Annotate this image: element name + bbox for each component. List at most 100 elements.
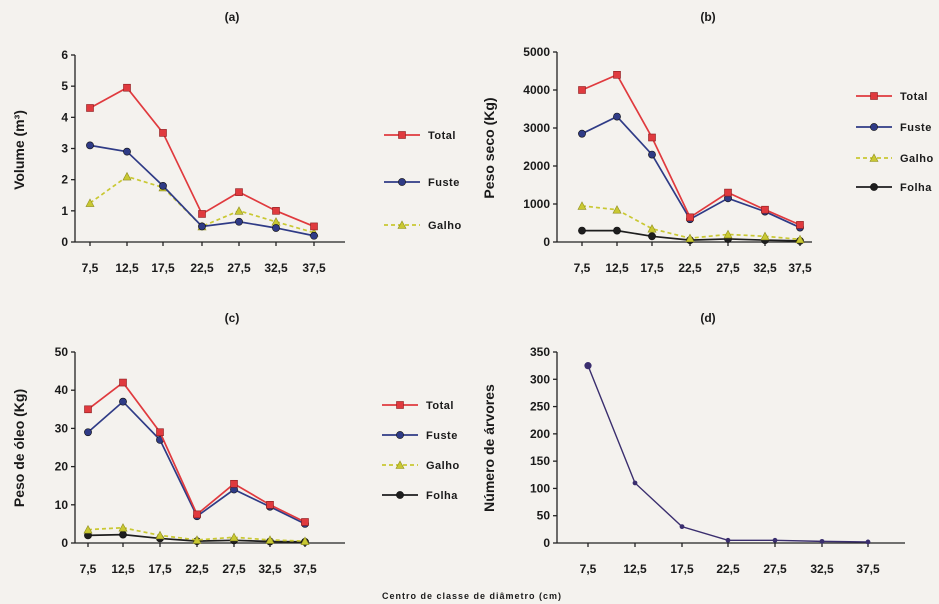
x-tick-label: 32,5 <box>264 261 288 275</box>
series-line <box>89 86 315 228</box>
legend-item-folha: Folha <box>382 490 458 502</box>
data-point <box>118 523 128 532</box>
chart-panel-b: 0 1000 2000 3000 4000 5000 7,5 12,5 17,5 22,5 27,5… <box>481 10 933 275</box>
x-tick-label: 27,5 <box>763 562 787 576</box>
legend-item-total: Total <box>856 91 928 103</box>
legend-label: Galho <box>426 460 460 472</box>
data-point <box>119 397 127 406</box>
y-axis-label: Peso seco (Kg) <box>481 97 497 198</box>
y-tick-label: 200 <box>530 427 550 441</box>
data-point <box>229 532 239 542</box>
x-tick-label: 7,5 <box>82 261 99 275</box>
x-tick-label: 17,5 <box>151 261 175 275</box>
y-tick-label: 2000 <box>523 159 550 173</box>
data-point <box>272 207 280 215</box>
data-point <box>648 133 656 142</box>
legend-label: Total <box>900 91 928 103</box>
data-point <box>685 233 695 242</box>
data-point <box>300 536 310 545</box>
x-tick-label: 17,5 <box>640 261 664 275</box>
series-total <box>86 83 318 231</box>
legend-swatch-marker <box>396 401 404 409</box>
data-point <box>772 537 778 543</box>
y-tick-label: 0 <box>61 235 68 249</box>
y-tick-label: 20 <box>55 460 69 474</box>
legend-item-fuste: Fuste <box>384 177 459 189</box>
x-tick-label: 27,5 <box>227 261 251 275</box>
x-tick-label: 37,5 <box>856 562 880 576</box>
x-tick-label: 12,5 <box>115 261 139 275</box>
x-tick-label: 12,5 <box>623 562 647 576</box>
legend-swatch-marker <box>398 178 406 186</box>
data-point <box>612 205 622 214</box>
y-tick-label: 6 <box>61 48 68 62</box>
data-point <box>578 129 586 138</box>
legend-item-fuste: Fuste <box>382 430 457 442</box>
series-fuste <box>86 141 318 240</box>
y-tick-label: 3000 <box>523 121 550 135</box>
x-tick-label: 22,5 <box>185 562 209 576</box>
data-point <box>723 229 733 239</box>
legend-item-galho: Galho <box>856 153 933 165</box>
data-point <box>310 222 318 231</box>
data-point <box>310 231 318 240</box>
y-tick-label: 100 <box>530 481 550 495</box>
y-tick-label: 3 <box>61 142 68 156</box>
data-point <box>193 510 201 519</box>
y-axis-label: Volume (m³) <box>11 110 27 190</box>
x-tick-label: 27,5 <box>716 261 740 275</box>
x-tick-label: 22,5 <box>190 261 214 275</box>
legend-swatch-marker <box>396 491 404 499</box>
data-point <box>119 530 127 539</box>
y-tick-label: 1000 <box>523 197 550 211</box>
data-point <box>725 537 731 543</box>
x-tick-label: 32,5 <box>753 261 777 275</box>
data-point <box>123 83 131 92</box>
y-tick-label: 5000 <box>523 45 550 59</box>
data-point <box>584 362 592 370</box>
panel-title: (b) <box>700 10 715 24</box>
legend-item-folha: Folha <box>856 182 932 194</box>
data-point <box>865 539 871 545</box>
legend-swatch-marker <box>395 460 405 469</box>
series-total <box>578 71 804 229</box>
legend-swatch-marker <box>397 220 407 229</box>
y-tick-label: 250 <box>530 400 550 414</box>
panel-title: (d) <box>700 311 715 325</box>
y-tick-label: 150 <box>530 454 550 468</box>
data-point <box>613 71 621 79</box>
legend-swatch-marker <box>398 131 406 139</box>
y-tick-label: 40 <box>55 383 69 397</box>
x-tick-label: 7,5 <box>580 562 597 576</box>
legend-label: Folha <box>426 490 458 502</box>
data-point <box>234 206 244 215</box>
x-tick-label: 7,5 <box>574 261 591 275</box>
data-point <box>84 428 92 437</box>
data-point <box>578 86 586 94</box>
legend: Total Fuste Galho Folha <box>856 91 933 194</box>
series-galho <box>577 201 805 244</box>
data-point <box>761 205 769 214</box>
legend-item-total: Total <box>382 400 453 412</box>
y-axis-label: Número de árvores <box>481 384 497 512</box>
panel-title: (c) <box>225 311 240 325</box>
data-point <box>577 201 587 210</box>
x-tick-label: 22,5 <box>716 562 740 576</box>
data-point <box>155 530 165 540</box>
legend-swatch-marker <box>869 153 879 162</box>
legend-swatch-marker <box>870 92 878 100</box>
series-fuste <box>578 112 804 232</box>
y-tick-label: 30 <box>55 421 69 435</box>
data-point <box>198 210 206 218</box>
data-point <box>198 222 206 231</box>
chart-panel-a: 0 1 2 3 4 5 6 7,5 12,5 17,5 22,5 27,5 32,5 37,5 Volume… <box>11 10 461 275</box>
data-point <box>647 224 657 233</box>
data-point <box>648 150 656 159</box>
data-point <box>724 188 732 197</box>
data-point <box>159 129 167 137</box>
data-point <box>796 221 804 229</box>
data-point <box>156 428 164 437</box>
data-point <box>819 538 825 544</box>
data-point <box>85 198 95 207</box>
